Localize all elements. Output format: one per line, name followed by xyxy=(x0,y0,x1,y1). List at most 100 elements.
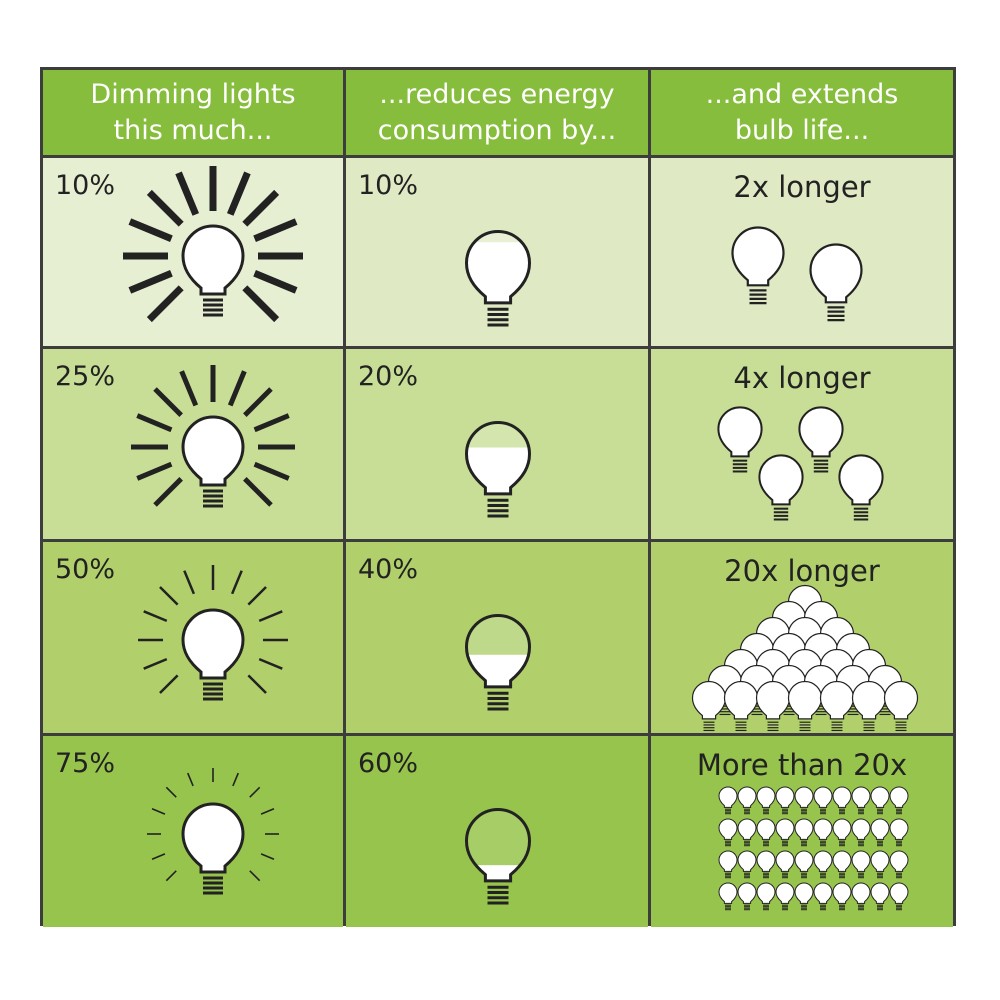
bulb-glass xyxy=(810,244,862,303)
table-cell: More than 20x xyxy=(651,736,953,927)
bulb-glass xyxy=(738,787,756,808)
bulb-glass xyxy=(833,851,851,872)
bulb-glass xyxy=(738,883,756,904)
bulb-glass xyxy=(776,787,794,808)
bulb-icon xyxy=(852,819,870,846)
bulb-glass xyxy=(890,819,908,840)
bulb-glass xyxy=(788,681,822,719)
bulb-glass xyxy=(814,851,832,872)
bulb-icon xyxy=(693,682,726,731)
bulb-icon xyxy=(759,455,802,519)
bulb-outline xyxy=(795,787,813,807)
bulb-icon xyxy=(467,423,530,516)
bulb-icon xyxy=(839,455,882,519)
cell-icons xyxy=(651,349,953,539)
bulb-outline xyxy=(871,819,889,839)
table-cell: 10% xyxy=(346,158,648,346)
bulb-dim xyxy=(466,615,530,655)
bulb-outline xyxy=(183,610,243,678)
bulb-icon xyxy=(719,787,737,814)
bulb-icon xyxy=(738,851,756,878)
bulb-icon xyxy=(799,407,842,471)
light-ray xyxy=(247,674,267,694)
bulb-icon xyxy=(738,787,756,814)
bulb-icon xyxy=(890,851,908,878)
bulb-outline xyxy=(799,407,842,456)
bulb-glass xyxy=(776,883,794,904)
light-ray xyxy=(153,477,183,507)
cell-icons xyxy=(147,768,279,927)
bulb-glass xyxy=(833,883,851,904)
bulb-glass xyxy=(852,883,870,904)
bulb-outline xyxy=(776,787,794,807)
cell-icons xyxy=(138,565,288,733)
cell-icons xyxy=(131,365,295,539)
light-ray xyxy=(243,477,273,507)
bulb-icon xyxy=(719,819,737,846)
bulb-outline xyxy=(852,819,870,839)
cell-icons xyxy=(123,166,303,323)
bulb-glass xyxy=(890,883,908,904)
bulb-icon xyxy=(467,810,530,903)
bulb-glass xyxy=(871,819,889,840)
dim-label: 50% xyxy=(55,554,116,585)
header-text: ...reduces energy consumption by... xyxy=(377,78,617,146)
light-ray xyxy=(165,786,177,798)
bulb-outline xyxy=(719,819,737,839)
bulb-icon xyxy=(833,819,851,846)
bulb-icon xyxy=(757,682,790,731)
bulb-icon xyxy=(183,417,243,506)
bulb-outline xyxy=(183,417,243,485)
table-cell: 2x longer xyxy=(651,158,953,346)
bulb-glass xyxy=(759,455,803,505)
bulb-icon xyxy=(814,851,832,878)
bulb-outline xyxy=(814,883,832,903)
bulb-outline xyxy=(811,245,862,303)
bulb-outline xyxy=(871,883,889,903)
bulb-dim xyxy=(466,231,530,243)
bulb-glass xyxy=(757,851,775,872)
bulb-glass xyxy=(719,851,737,872)
header-text: Dimming lights this much... xyxy=(90,78,296,146)
bulb-icon xyxy=(738,883,756,910)
table-cell: 60% xyxy=(346,736,648,927)
cell-icons xyxy=(651,542,953,733)
light-ray xyxy=(232,772,239,787)
life-label: 20x longer xyxy=(724,554,880,588)
bulb-glass xyxy=(183,417,243,485)
light-ray xyxy=(253,269,298,294)
bulb-outline xyxy=(757,682,790,719)
bulb-glass xyxy=(692,681,726,719)
dim-label: 10% xyxy=(55,170,116,201)
bulb-outline xyxy=(738,787,756,807)
table-cell: 20x longer xyxy=(651,542,953,733)
bulb-outline xyxy=(814,787,832,807)
light-ray xyxy=(247,586,267,606)
bulb-icon xyxy=(718,407,761,471)
light-ray xyxy=(249,786,261,798)
cell-icons xyxy=(346,158,648,346)
bulb-glass xyxy=(871,787,889,808)
table-cell: 4x longer xyxy=(651,349,953,539)
bulb-outline xyxy=(738,851,756,871)
bulb-icon xyxy=(871,819,889,846)
bulb-glass xyxy=(718,407,762,457)
bulb-icon xyxy=(467,232,530,325)
bulb-outline xyxy=(852,883,870,903)
bulb-outline xyxy=(890,851,908,871)
bulb-outline xyxy=(776,819,794,839)
light-ray xyxy=(242,285,280,323)
bulb-glass xyxy=(814,883,832,904)
bulb-dim xyxy=(466,422,530,448)
bulb-outline xyxy=(852,787,870,807)
bulb-icon xyxy=(789,682,822,731)
bulb-icon xyxy=(811,245,862,321)
bulb-outline xyxy=(776,883,794,903)
bulb-icon xyxy=(776,851,794,878)
bulb-outline xyxy=(467,232,530,303)
table-cell: 25% xyxy=(43,349,343,539)
bulb-outline xyxy=(890,787,908,807)
bulb-outline xyxy=(814,851,832,871)
bulb-glass xyxy=(795,883,813,904)
bulb-outline xyxy=(757,787,775,807)
